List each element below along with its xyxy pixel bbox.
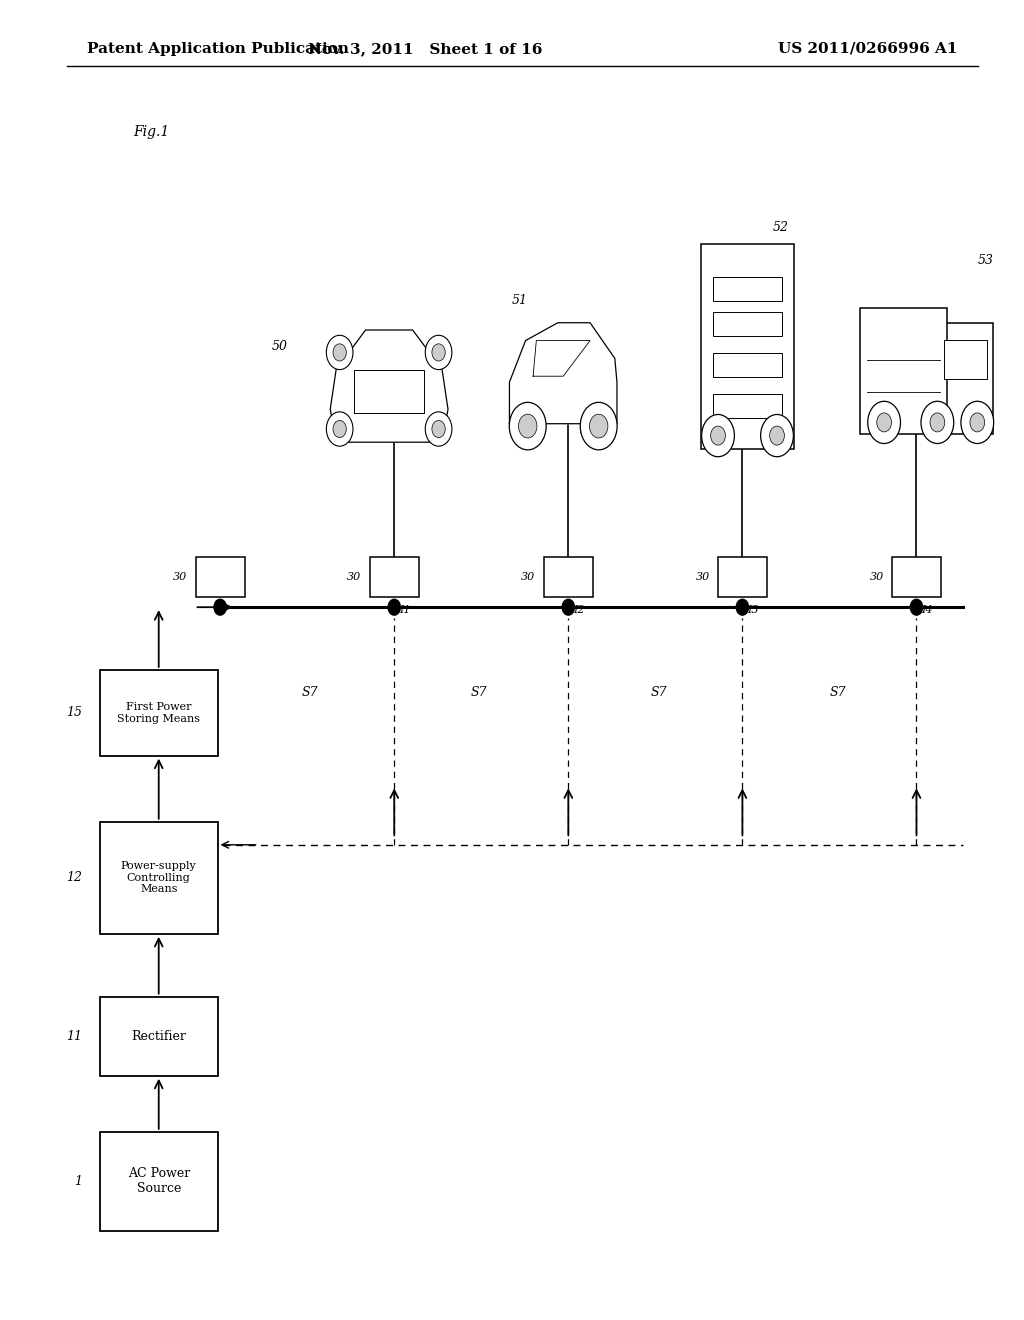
Text: I3: I3: [748, 605, 759, 615]
Bar: [940, 323, 993, 434]
Text: I0: I0: [202, 568, 214, 581]
Polygon shape: [330, 330, 449, 442]
Bar: [100, 821, 218, 935]
Bar: [944, 341, 987, 379]
Text: 85c: 85c: [922, 319, 943, 333]
Text: 15: 15: [66, 706, 82, 719]
Text: S7: S7: [829, 686, 846, 700]
Circle shape: [921, 401, 953, 444]
Circle shape: [970, 413, 985, 432]
Text: 51: 51: [512, 293, 528, 306]
Circle shape: [701, 414, 734, 457]
Text: Fig.1: Fig.1: [133, 125, 169, 139]
Bar: [701, 244, 794, 449]
Bar: [718, 557, 767, 597]
Text: Nov. 3, 2011   Sheet 1 of 16: Nov. 3, 2011 Sheet 1 of 16: [308, 42, 542, 55]
Text: I4: I4: [922, 605, 933, 615]
Text: 85b: 85b: [717, 313, 739, 326]
Circle shape: [961, 401, 993, 444]
Circle shape: [425, 335, 452, 370]
Bar: [713, 277, 782, 301]
Bar: [100, 671, 218, 755]
Bar: [713, 393, 782, 418]
Circle shape: [509, 403, 546, 450]
Circle shape: [327, 335, 353, 370]
Circle shape: [877, 413, 892, 432]
Circle shape: [333, 420, 346, 437]
Text: 53: 53: [978, 253, 994, 267]
Polygon shape: [354, 370, 424, 413]
Polygon shape: [534, 341, 590, 376]
Text: 52: 52: [773, 220, 790, 234]
Bar: [544, 557, 593, 597]
Text: US 2011/0266996 A1: US 2011/0266996 A1: [778, 42, 957, 55]
Text: S7: S7: [471, 686, 487, 700]
Text: 30: 30: [695, 572, 710, 582]
Bar: [892, 557, 941, 597]
Text: AC Power
Source: AC Power Source: [128, 1167, 189, 1196]
Text: Power-supply
Controlling
Means: Power-supply Controlling Means: [121, 861, 197, 895]
Bar: [100, 1131, 218, 1230]
Circle shape: [518, 414, 537, 438]
Circle shape: [736, 599, 749, 615]
Circle shape: [910, 599, 923, 615]
Text: 20: 20: [404, 425, 419, 436]
Text: 85: 85: [374, 348, 389, 362]
Bar: [713, 312, 782, 337]
Circle shape: [711, 426, 725, 445]
Circle shape: [930, 413, 945, 432]
Text: Rectifier: Rectifier: [131, 1030, 186, 1043]
Bar: [713, 352, 782, 378]
Bar: [860, 308, 947, 434]
Bar: [100, 997, 218, 1076]
Text: 20: 20: [579, 425, 593, 436]
Text: S7: S7: [650, 686, 667, 700]
Text: 30: 30: [869, 572, 884, 582]
Circle shape: [562, 599, 574, 615]
Text: 11: 11: [66, 1030, 82, 1043]
Text: 12: 12: [66, 871, 82, 884]
Circle shape: [214, 599, 226, 615]
Circle shape: [432, 420, 445, 437]
Text: I1: I1: [399, 605, 411, 615]
Text: I2: I2: [573, 605, 585, 615]
Circle shape: [327, 412, 353, 446]
Text: Patent Application Publication: Patent Application Publication: [87, 42, 349, 55]
Text: 30: 30: [173, 572, 187, 582]
Circle shape: [333, 343, 346, 360]
Circle shape: [761, 414, 794, 457]
Bar: [370, 557, 419, 597]
Text: 30: 30: [347, 572, 361, 582]
Text: 20: 20: [927, 425, 941, 436]
Circle shape: [425, 412, 452, 446]
Polygon shape: [510, 322, 616, 424]
Text: 50: 50: [271, 339, 288, 352]
Text: S7: S7: [302, 686, 318, 700]
Text: 1: 1: [74, 1175, 82, 1188]
Circle shape: [867, 401, 900, 444]
Text: 85a: 85a: [556, 348, 578, 362]
Circle shape: [581, 403, 617, 450]
Circle shape: [432, 343, 445, 360]
Bar: [196, 557, 245, 597]
Text: First Power
Storing Means: First Power Storing Means: [117, 702, 201, 723]
Circle shape: [388, 599, 400, 615]
Text: 30: 30: [521, 572, 536, 582]
Circle shape: [590, 414, 608, 438]
Circle shape: [770, 426, 784, 445]
Text: 20: 20: [753, 425, 767, 436]
